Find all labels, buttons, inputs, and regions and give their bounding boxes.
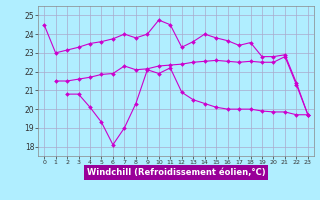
- X-axis label: Windchill (Refroidissement éolien,°C): Windchill (Refroidissement éolien,°C): [87, 168, 265, 177]
